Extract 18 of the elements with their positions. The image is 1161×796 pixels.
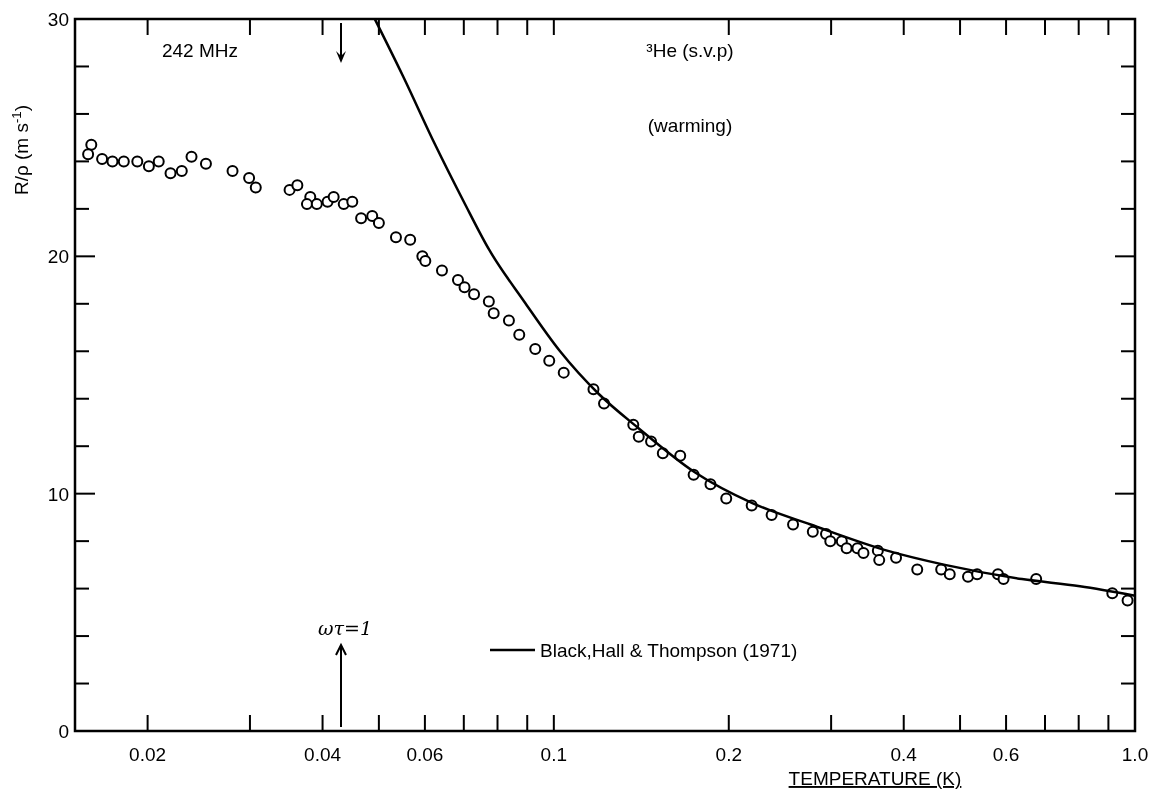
annotation: 242 MHz <box>161 40 239 61</box>
annotation: ³He (s.v.p) <box>646 40 734 61</box>
x-tick-label: 0.04 <box>304 744 342 765</box>
x-tick-label: 0.2 <box>715 744 742 765</box>
y-tick-label: 20 <box>47 246 69 268</box>
x-tick-label: 0.1 <box>540 744 568 765</box>
x-tick-label: 1.0 <box>1121 744 1149 765</box>
x-tick-label: 0.6 <box>992 744 1020 765</box>
x-tick-label: 0.06 <box>406 744 444 765</box>
legend-label: Black,Hall & Thompson (1971) <box>540 640 798 661</box>
x-axis-title: TEMPERATURE (K) <box>788 768 962 789</box>
annotation: (warming) <box>647 115 733 136</box>
x-tick-label: 0.02 <box>129 744 167 765</box>
y-tick-label: 10 <box>47 483 69 505</box>
y-tick-label: 30 <box>47 9 69 30</box>
annotation: ωτ=1 <box>317 617 373 639</box>
y-tick-label: 0 <box>58 721 69 742</box>
x-tick-label: 0.4 <box>890 744 918 765</box>
